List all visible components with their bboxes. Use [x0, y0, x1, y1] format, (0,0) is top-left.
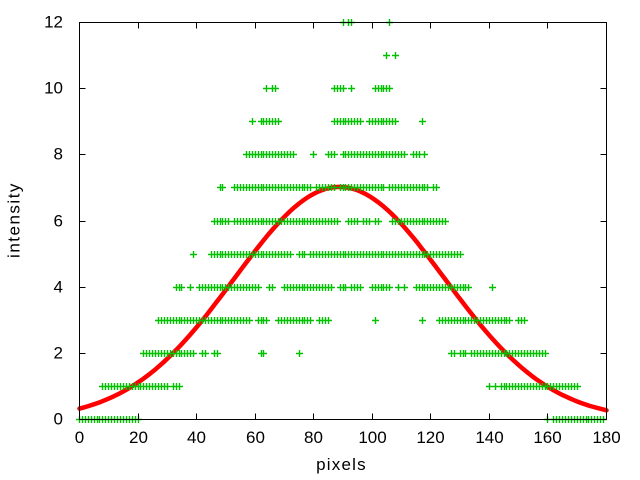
svg-text:0: 0 [75, 428, 84, 447]
svg-text:100: 100 [358, 428, 386, 447]
svg-text:10: 10 [44, 79, 63, 98]
svg-text:20: 20 [129, 428, 148, 447]
svg-text:pixels: pixels [316, 455, 367, 474]
svg-text:80: 80 [304, 428, 323, 447]
svg-text:6: 6 [54, 212, 63, 231]
svg-text:180: 180 [592, 428, 620, 447]
svg-text:60: 60 [246, 428, 265, 447]
svg-text:120: 120 [416, 428, 444, 447]
svg-text:160: 160 [533, 428, 561, 447]
svg-text:40: 40 [187, 428, 206, 447]
svg-text:12: 12 [44, 13, 63, 32]
svg-text:8: 8 [54, 145, 63, 164]
svg-text:2: 2 [54, 344, 63, 363]
svg-text:140: 140 [475, 428, 503, 447]
svg-text:intensity: intensity [5, 182, 24, 258]
svg-text:4: 4 [54, 278, 63, 297]
svg-text:0: 0 [54, 410, 63, 429]
